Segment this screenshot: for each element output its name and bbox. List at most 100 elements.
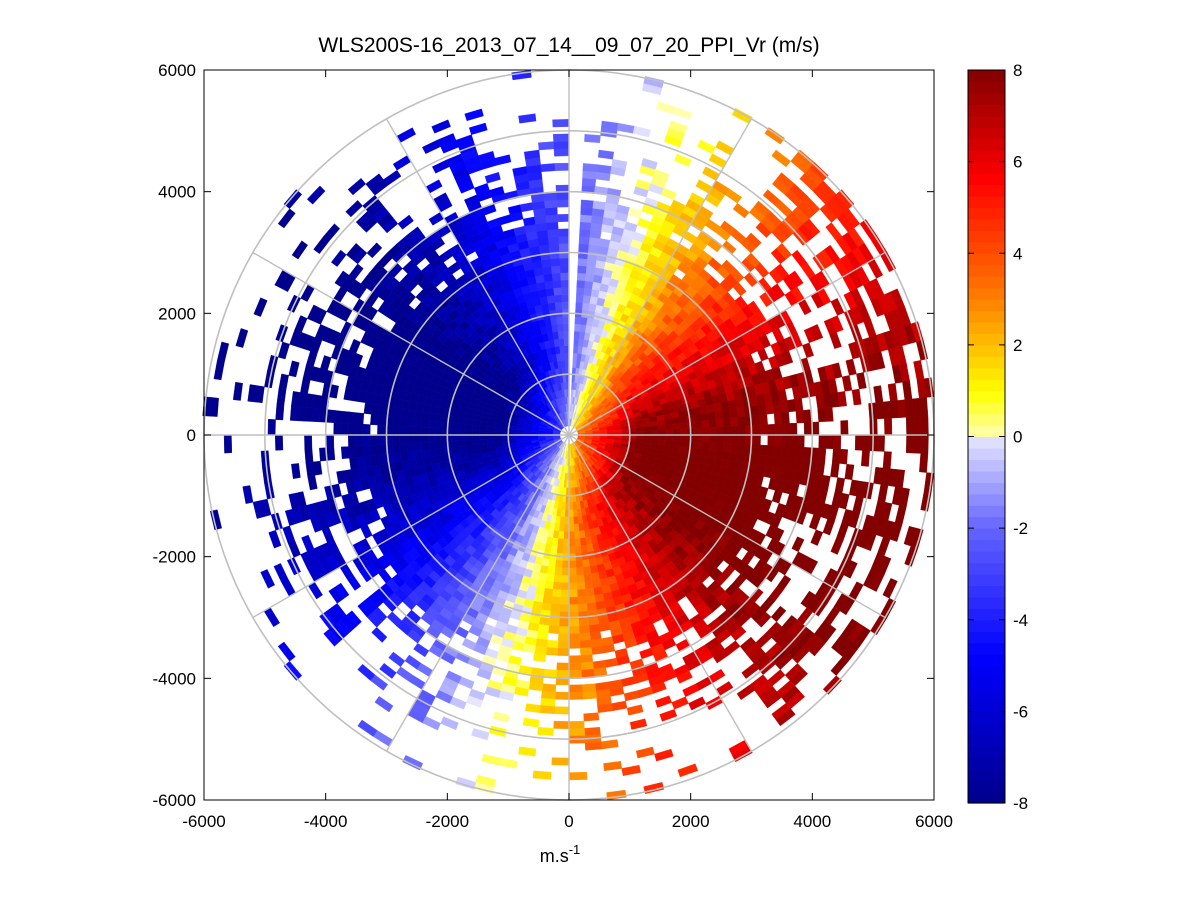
velocity-cell <box>528 681 544 692</box>
colorbar-band <box>968 115 1005 128</box>
velocity-cell <box>830 537 844 555</box>
colorbar-band <box>968 379 1005 392</box>
velocity-cell <box>694 434 703 443</box>
velocity-cell <box>304 407 314 422</box>
velocity-cell <box>406 442 415 453</box>
velocity-cell <box>575 559 584 569</box>
velocity-cell <box>546 639 559 649</box>
colorbar-band <box>968 161 1005 174</box>
velocity-cell <box>277 641 296 662</box>
velocity-cell <box>795 446 805 460</box>
velocity-cell <box>830 315 844 333</box>
velocity-cell <box>544 199 558 209</box>
velocity-cell <box>464 439 474 447</box>
velocity-cell <box>781 411 790 425</box>
velocity-cell <box>576 279 586 289</box>
velocity-cell <box>781 423 791 436</box>
velocity-cell <box>584 580 594 590</box>
velocity-cell <box>333 422 342 436</box>
velocity-cell <box>635 426 644 432</box>
velocity-cell <box>235 328 249 348</box>
velocity-cell <box>802 447 812 461</box>
velocity-cell <box>774 434 783 447</box>
velocity-cell <box>714 450 724 460</box>
velocity-cell <box>738 434 747 445</box>
velocity-cell <box>435 427 444 436</box>
velocity-cell <box>291 391 301 407</box>
velocity-cell <box>377 434 386 446</box>
velocity-cell <box>479 434 488 440</box>
velocity-cell <box>557 647 570 657</box>
y-tick-label: 2000 <box>158 304 196 323</box>
velocity-cell <box>851 388 862 406</box>
colorbar-band <box>968 287 1005 300</box>
velocity-cell <box>700 412 710 422</box>
velocity-cell <box>723 417 732 428</box>
velocity-cell <box>592 200 607 210</box>
velocity-cell <box>693 413 702 423</box>
velocity-cell <box>554 301 563 311</box>
velocity-cell <box>568 589 578 598</box>
velocity-cell <box>579 639 592 649</box>
velocity-cell <box>574 538 581 547</box>
colorbar-band <box>968 780 1005 793</box>
velocity-cell <box>413 434 422 444</box>
velocity-cell <box>377 424 386 436</box>
velocity-cell <box>450 440 459 448</box>
velocity-cell <box>575 294 584 303</box>
velocity-cell <box>815 460 826 476</box>
velocity-cell <box>545 214 559 223</box>
velocity-cell <box>541 690 556 700</box>
velocity-cell <box>796 434 805 448</box>
colorbar-band <box>968 390 1005 403</box>
velocity-cell <box>762 691 782 709</box>
velocity-cell <box>406 226 423 241</box>
velocity-cell <box>591 645 604 655</box>
velocity-cell <box>348 338 361 354</box>
velocity-cell <box>737 416 747 427</box>
velocity-cell <box>729 451 739 462</box>
velocity-cell <box>533 652 547 663</box>
velocity-cell <box>406 426 415 436</box>
velocity-cell <box>560 360 566 369</box>
colorbar-band <box>968 539 1005 552</box>
colorbar-tick-label: 4 <box>1013 244 1022 263</box>
velocity-cell <box>340 422 349 436</box>
velocity-cell <box>558 243 570 252</box>
velocity-cell <box>357 601 373 618</box>
velocity-cell <box>391 434 400 445</box>
velocity-cell <box>577 265 587 274</box>
velocity-cell <box>576 287 585 296</box>
velocity-cell <box>781 445 790 459</box>
velocity-cell <box>803 422 812 436</box>
velocity-cell <box>561 575 570 584</box>
y-tick-label: 6000 <box>158 61 196 80</box>
velocity-cell <box>543 587 554 597</box>
velocity-cell <box>557 330 565 340</box>
colorbar-tick-label: 0 <box>1013 428 1022 447</box>
velocity-cell <box>362 434 371 447</box>
velocity-cell <box>399 408 409 419</box>
velocity-cell <box>550 257 561 267</box>
azimuth-spoke <box>568 434 753 752</box>
velocity-cell <box>562 538 570 547</box>
velocity-cell <box>357 663 376 681</box>
y-tick-label: -4000 <box>153 669 196 688</box>
velocity-cell <box>377 414 386 426</box>
velocity-cell <box>428 434 437 443</box>
velocity-cell <box>707 411 717 421</box>
velocity-cell <box>518 746 537 757</box>
velocity-cell <box>767 423 776 436</box>
velocity-cell <box>803 218 821 237</box>
velocity-cell <box>347 178 366 196</box>
velocity-cell <box>568 691 584 700</box>
velocity-cell <box>736 684 755 701</box>
velocity-cell <box>366 242 383 259</box>
velocity-cell <box>766 445 776 457</box>
velocity-cell <box>730 417 739 427</box>
velocity-cell <box>759 444 768 457</box>
colorbar-tick-label: 8 <box>1013 61 1022 80</box>
velocity-cell <box>253 297 268 317</box>
velocity-cell <box>568 604 579 613</box>
velocity-cell <box>399 425 408 436</box>
